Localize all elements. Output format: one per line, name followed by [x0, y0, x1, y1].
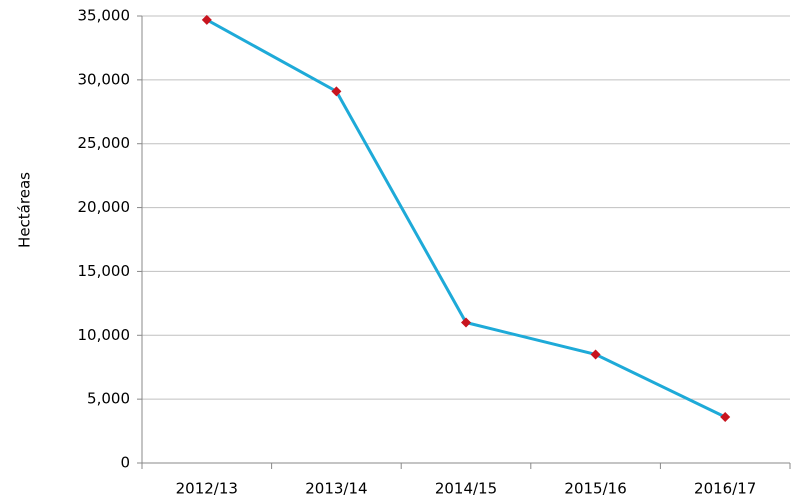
marker [201, 14, 212, 25]
y-tick-label: 0 [120, 454, 130, 472]
marker [720, 412, 731, 423]
x-tick-label: 2016/17 [694, 480, 756, 498]
y-tick-label: 10,000 [78, 326, 131, 344]
marker [331, 86, 342, 97]
x-tick-label: 2015/16 [564, 480, 626, 498]
x-tick-label: 2012/13 [176, 480, 238, 498]
y-tick-label: 30,000 [78, 70, 131, 88]
y-tick-label: 15,000 [78, 262, 131, 280]
y-axis-label: Hectáreas [16, 172, 34, 248]
y-tick-label: 20,000 [78, 198, 131, 216]
marker [590, 349, 601, 360]
y-tick-label: 35,000 [78, 7, 131, 25]
y-tick-label: 5,000 [87, 390, 130, 408]
y-tick-label: 25,000 [78, 134, 131, 152]
x-tick-label: 2013/14 [305, 480, 367, 498]
x-tick-label: 2014/15 [435, 480, 497, 498]
marker [461, 317, 471, 328]
